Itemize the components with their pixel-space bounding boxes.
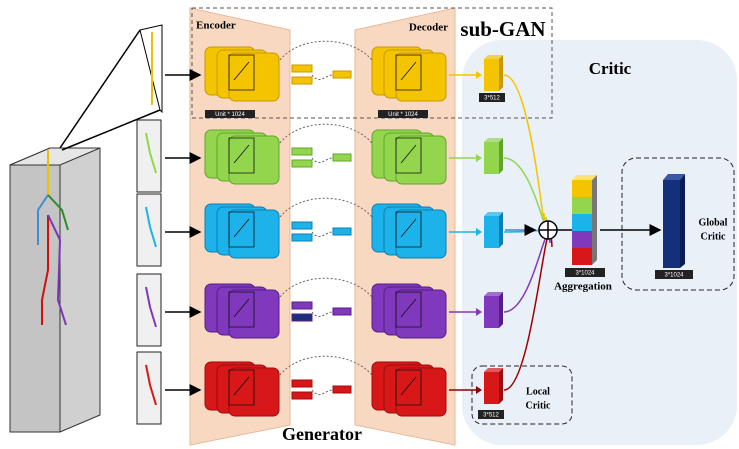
pose-limb [145,132,157,174]
dim-tag [655,270,693,279]
lstm-cell [395,54,422,91]
latent-block [291,147,313,156]
arrow-head [476,308,482,316]
critic-label: Critic [589,59,632,78]
dim-label: 3*512 [483,413,499,419]
critic-cube [484,372,499,404]
dim-tag [565,268,605,277]
arrow-head [476,386,482,394]
lstm-cell [228,291,255,328]
arrow-head [476,228,482,236]
critic-cube-side [499,292,503,328]
dim-tag [205,110,255,118]
latent-block [332,227,352,236]
critic-cube-side [499,138,503,174]
local-critic-label: Local [526,386,550,397]
decoder-label: Decoder [409,22,448,34]
local-critic-label: Critic [526,400,552,411]
lstm-cell [395,291,422,328]
global-cube-top [663,174,685,180]
global-critic-label: Global [699,217,728,228]
global-critic-box [621,157,735,291]
aggregation-segment [572,248,592,265]
pose-limb [145,206,157,248]
latent-block [291,233,313,242]
sub-gan-box [191,7,553,119]
latent-block [332,307,352,316]
latent-block [291,221,313,230]
aggregation-segment [572,197,592,214]
connection [279,355,373,395]
critic-cube-top [484,212,503,216]
latent-block [291,391,313,400]
arrow-head [476,71,482,79]
connection [279,123,373,163]
generator-label: Generator [282,424,362,444]
pose-frame [136,273,162,347]
latent-block [291,159,313,168]
critic-cube [484,59,499,91]
dim-tag [478,410,504,419]
connection [279,197,373,237]
zoom-lines [59,29,161,151]
dim-label: 3*1024 [575,271,595,277]
skeleton [37,150,69,326]
dim-label: Unit * 1024 [388,112,418,118]
pose-frame [136,351,162,425]
critic-cube-side [499,368,503,404]
arrow-head [476,154,482,162]
critic-cube [484,296,499,328]
aggregation-top [572,175,597,180]
dim-label: 3*1024 [664,273,684,279]
global-cube [663,180,680,268]
critic-cube [484,216,499,248]
aggregation-segment [572,214,592,231]
critic-cube-top [484,138,503,142]
aggregation-label: Aggregation [554,281,612,293]
critic-cube [484,142,499,174]
pose-frame [136,193,162,267]
critic-cube-top [484,292,503,296]
dim-tag [378,110,428,118]
pose-limb [145,364,157,406]
sum-symbol [539,221,557,239]
aggregation-side [592,175,597,265]
global-cube-side [680,174,685,268]
lstm-cell [395,211,422,248]
lstm-cell [228,137,255,174]
dim-tag [479,93,505,102]
encoder-label: Encoder [196,20,236,32]
latent-block [332,70,352,79]
latent-block [291,76,313,85]
latent-block [332,153,352,162]
critic-cube-top [484,368,503,372]
dim-label: 3*512 [484,96,500,102]
connection [279,277,373,317]
pose-frame [136,119,162,193]
pose-limb [145,286,157,328]
critic-region [462,40,737,445]
lstm-cell [228,211,255,248]
skeleton-box-front [9,164,61,433]
lstm-cell [228,369,255,406]
critic-cube-side [499,212,503,248]
dim-label: Unit * 1024 [215,112,245,118]
critic-cube-side [499,55,503,91]
latent-block [291,313,313,322]
latent-block [291,301,313,310]
latent-block [291,64,313,73]
aggregation-segment [572,231,592,248]
latent-block [291,379,313,388]
lstm-cell [395,369,422,406]
global-critic-label: Critic [701,231,727,242]
sub-gan-label: sub-GAN [460,17,545,41]
critic-cube-top [484,55,503,59]
aggregation-segment [572,180,592,197]
lstm-cell [395,137,422,174]
local-critic-box [471,365,573,425]
latent-block [332,385,352,394]
lstm-cell [228,54,255,91]
connection [279,40,373,80]
